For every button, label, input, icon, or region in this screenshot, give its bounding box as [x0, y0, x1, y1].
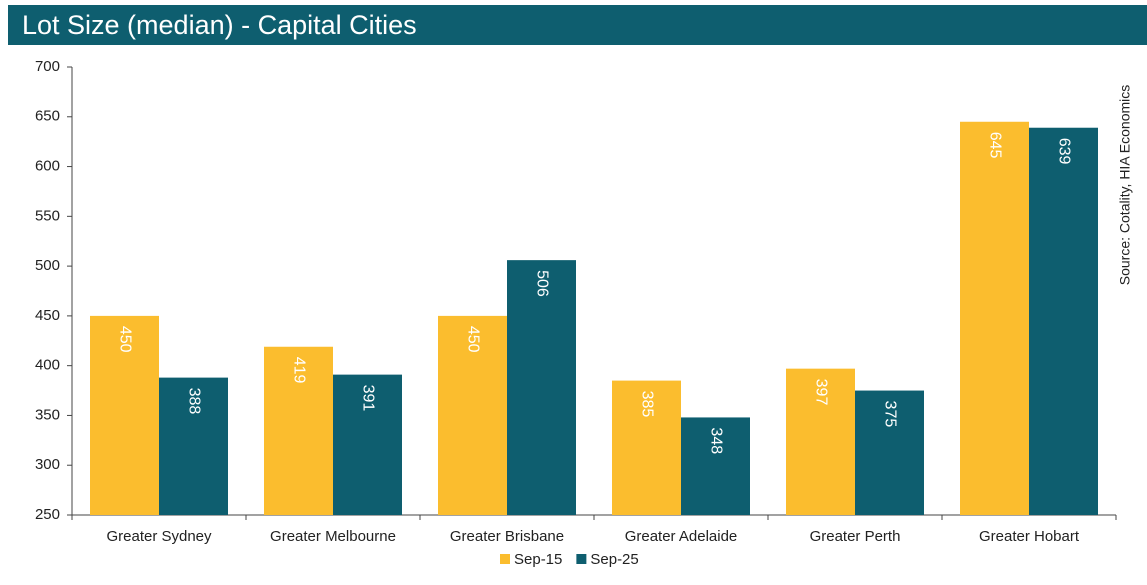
y-tick-label: 600	[35, 158, 60, 175]
y-tick-label: 350	[35, 406, 60, 423]
bar	[507, 260, 576, 515]
y-tick-label: 500	[35, 257, 60, 274]
value-label: 450	[116, 326, 133, 353]
value-label: 639	[1055, 138, 1072, 165]
bar	[960, 121, 1029, 515]
value-label: 375	[881, 401, 898, 428]
y-tick-label: 250	[35, 506, 60, 523]
x-tick-label: Greater Adelaide	[625, 528, 738, 545]
bar	[786, 368, 855, 515]
value-label: 450	[464, 326, 481, 353]
y-tick-label: 700	[35, 58, 60, 75]
x-tick-label: Greater Melbourne	[270, 528, 396, 545]
x-tick-label: Greater Perth	[810, 528, 901, 545]
value-label: 397	[812, 379, 829, 406]
value-label: 391	[359, 385, 376, 412]
bar	[264, 346, 333, 515]
value-label: 388	[185, 388, 202, 415]
value-label: 348	[707, 427, 724, 454]
x-tick-label: Greater Sydney	[106, 528, 212, 545]
bar	[90, 315, 159, 515]
legend-label: Sep-25	[590, 551, 638, 568]
y-tick-label: 450	[35, 307, 60, 324]
bar	[681, 417, 750, 515]
chart-title: Lot Size (median) - Capital Cities	[22, 10, 417, 40]
bar	[855, 390, 924, 515]
legend-swatch	[500, 554, 510, 564]
bar	[438, 315, 507, 515]
value-label: 419	[290, 357, 307, 384]
y-tick-label: 550	[35, 207, 60, 224]
bar	[333, 374, 402, 515]
value-label: 506	[533, 270, 550, 297]
bar	[612, 380, 681, 515]
value-label: 645	[986, 132, 1003, 159]
y-tick-label: 650	[35, 108, 60, 125]
value-label: 385	[638, 391, 655, 418]
x-tick-label: Greater Brisbane	[450, 528, 564, 545]
legend-swatch	[576, 554, 587, 564]
bar	[1029, 127, 1098, 516]
source-note: Source: Cotality, HIA Economics	[1117, 85, 1133, 285]
x-tick-label: Greater Hobart	[979, 528, 1080, 545]
y-tick-label: 400	[35, 357, 60, 374]
legend-label: Sep-15	[514, 551, 562, 568]
y-tick-label: 300	[35, 456, 60, 473]
title-bar	[8, 5, 1147, 45]
bar	[159, 377, 228, 515]
